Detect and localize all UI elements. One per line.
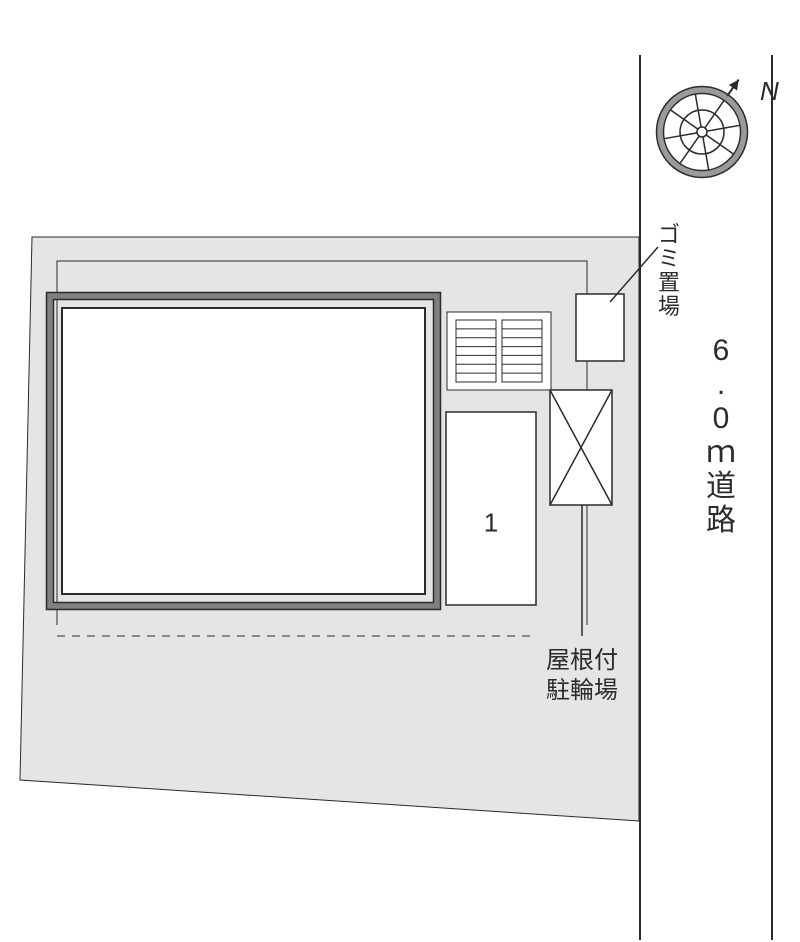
- trash-label-char: ミ: [658, 246, 680, 271]
- building-interior: [62, 308, 425, 594]
- trash-label-char: 置: [658, 270, 680, 295]
- bike-label-line2: 駐輪場: [546, 677, 618, 704]
- road-label-char: .: [717, 368, 725, 401]
- trash-area: [576, 294, 624, 361]
- bike-label-line1: 屋根付: [546, 647, 618, 674]
- road-label-char: ｍ: [706, 436, 736, 469]
- compass-hub: [697, 127, 707, 137]
- road-label-char: 0: [713, 402, 730, 435]
- road-label-char: 6: [713, 334, 730, 367]
- parking-space-label: 1: [484, 508, 498, 538]
- road-label-char: 路: [706, 504, 736, 537]
- trash-label-char: 場: [658, 294, 680, 319]
- trash-label-char: ゴ: [658, 222, 680, 247]
- road-label-char: 道: [706, 470, 736, 503]
- compass-north-label: N: [760, 76, 779, 106]
